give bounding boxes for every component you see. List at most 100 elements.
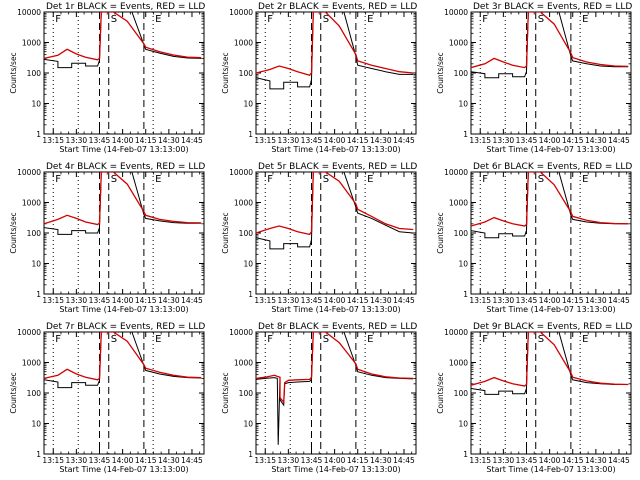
x-tick-label: 13:15 [254, 456, 276, 465]
marker-label: E [582, 174, 588, 185]
x-tick-label: 13:15 [254, 136, 276, 145]
marker-label: F [55, 334, 61, 345]
x-tick-label: 14:00 [324, 456, 346, 465]
y-tick-label: 100 [239, 229, 254, 238]
events-series-line [471, 12, 629, 79]
x-tick-label: 13:30 [493, 456, 515, 465]
panel-title: Det 7r BLACK = Events, RED = LLD [46, 322, 205, 332]
y-tick-label: 1 [36, 130, 41, 139]
y-tick-label: 10 [458, 260, 468, 269]
y-tick-label: 10000 [17, 8, 41, 17]
y-tick-label: 1 [36, 290, 41, 299]
x-tick-label: 14:15 [562, 456, 584, 465]
detector-panel-2: Det 2r BLACK = Events, RED = LLD 10000 100… [221, 2, 417, 154]
y-axis-label: Counts/sec [9, 212, 18, 253]
x-axis-label: Start Time (14-Feb-07 13:13:00) [486, 145, 615, 154]
marker-label: F [267, 334, 273, 345]
y-tick-label: 1 [36, 450, 41, 459]
marker-label: E [582, 14, 588, 25]
x-tick-label: 13:45 [301, 456, 323, 465]
x-tick-label: 14:15 [347, 296, 369, 305]
events-series-line [256, 12, 414, 90]
x-tick-label: 14:30 [158, 136, 180, 145]
x-tick-label: 14:30 [585, 136, 607, 145]
y-tick-label: 100 [454, 389, 469, 398]
y-tick-label: 1000 [234, 359, 253, 368]
y-axis-label: Counts/sec [221, 372, 230, 413]
marker-label: F [482, 334, 488, 345]
x-axis-label: Start Time (14-Feb-07 13:13:00) [486, 305, 615, 314]
panel-title: Det 1r BLACK = Events, RED = LLD [46, 2, 205, 12]
x-tick-label: 13:30 [66, 456, 88, 465]
x-tick-label: 13:15 [254, 296, 276, 305]
x-tick-label: 13:15 [469, 136, 491, 145]
y-axis-label: Counts/sec [221, 212, 230, 253]
y-tick-label: 100 [454, 229, 469, 238]
x-axis-label: Start Time (14-Feb-07 13:13:00) [59, 305, 188, 314]
detector-panel-9: Det 9r BLACK = Events, RED = LLD 10000 100… [436, 322, 632, 474]
x-tick-label: 14:45 [393, 456, 415, 465]
y-tick-label: 1000 [234, 39, 253, 48]
panel-title: Det 4r BLACK = Events, RED = LLD [46, 162, 205, 172]
x-tick-label: 14:15 [347, 136, 369, 145]
plot-frame [255, 171, 417, 295]
x-tick-label: 14:15 [135, 456, 157, 465]
x-tick-label: 14:00 [539, 136, 561, 145]
panel-title: Det 8r BLACK = Events, RED = LLD [258, 322, 417, 332]
x-tick-label: 14:15 [562, 136, 584, 145]
y-tick-label: 10000 [444, 168, 468, 177]
x-tick-label: 13:45 [516, 296, 538, 305]
panel-title: Det 3r BLACK = Events, RED = LLD [473, 2, 632, 12]
x-tick-label: 13:45 [89, 136, 111, 145]
x-tick-label: 13:15 [469, 456, 491, 465]
x-tick-label: 14:30 [370, 296, 392, 305]
marker-label: E [367, 334, 373, 345]
y-tick-label: 10 [31, 100, 41, 109]
y-tick-label: 10 [31, 260, 41, 269]
y-tick-label: 10000 [229, 168, 253, 177]
x-tick-label: 14:00 [112, 136, 134, 145]
x-axis-label: Start Time (14-Feb-07 13:13:00) [59, 145, 188, 154]
x-tick-label: 14:00 [112, 456, 134, 465]
x-tick-label: 14:15 [562, 296, 584, 305]
y-tick-label: 100 [239, 389, 254, 398]
events-series-line [44, 332, 202, 389]
y-tick-label: 10000 [17, 168, 41, 177]
x-tick-label: 14:45 [181, 296, 203, 305]
x-tick-label: 14:45 [181, 456, 203, 465]
x-tick-label: 13:30 [493, 296, 515, 305]
x-tick-label: 13:30 [278, 456, 300, 465]
x-tick-label: 13:15 [42, 296, 64, 305]
x-tick-label: 14:30 [370, 136, 392, 145]
marker-label: F [55, 14, 61, 25]
marker-label: S [111, 174, 117, 185]
x-tick-label: 13:15 [469, 296, 491, 305]
marker-label: S [111, 14, 117, 25]
lld-series-line [44, 332, 202, 381]
x-tick-label: 13:45 [516, 456, 538, 465]
x-tick-label: 13:30 [493, 136, 515, 145]
events-series-line [471, 332, 629, 395]
panel-title: Det 9r BLACK = Events, RED = LLD [473, 322, 632, 332]
marker-label: S [111, 334, 117, 345]
panel-title: Det 5r BLACK = Events, RED = LLD [258, 162, 417, 172]
y-tick-label: 10000 [17, 328, 41, 337]
lld-series-line [44, 12, 202, 61]
detector-panel-8: Det 8r BLACK = Events, RED = LLD 10000 100… [221, 322, 417, 474]
marker-label: E [155, 14, 161, 25]
x-tick-label: 13:15 [42, 456, 64, 465]
y-tick-label: 10 [243, 260, 253, 269]
detector-panel-3: Det 3r BLACK = Events, RED = LLD 10000 100… [436, 2, 632, 154]
y-tick-label: 10000 [229, 328, 253, 337]
x-tick-label: 14:45 [393, 136, 415, 145]
x-tick-label: 14:45 [608, 456, 630, 465]
x-tick-label: 14:15 [135, 296, 157, 305]
plot-frame [470, 171, 632, 295]
y-axis-label: Counts/sec [221, 52, 230, 93]
events-series-line [44, 172, 202, 235]
y-tick-label: 1000 [449, 359, 468, 368]
y-tick-label: 1000 [449, 39, 468, 48]
y-tick-label: 1000 [234, 199, 253, 208]
y-axis-label: Counts/sec [436, 372, 445, 413]
x-axis-label: Start Time (14-Feb-07 13:13:00) [486, 465, 615, 474]
